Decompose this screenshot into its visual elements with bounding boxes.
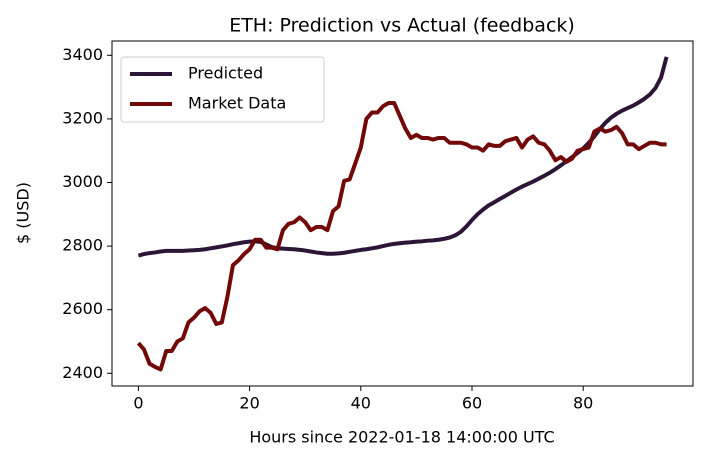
y-tick-label: 2400 [62, 363, 103, 382]
chart-title: ETH: Prediction vs Actual (feedback) [229, 15, 575, 37]
legend: Predicted Market Data [120, 56, 325, 123]
y-tick-label: 2800 [62, 236, 103, 255]
y-tick-label: 3000 [62, 172, 103, 191]
x-tick-label: 0 [133, 394, 143, 413]
x-tick-label: 40 [351, 394, 371, 413]
y-tick-label: 3400 [62, 45, 103, 64]
y-axis-label: $ (USD) [14, 182, 33, 244]
x-axis-label: Hours since 2022-01-18 14:00:00 UTC [249, 428, 554, 447]
data-line [136, 101, 667, 372]
plot-frame [111, 40, 694, 387]
legend-label: Market Data [188, 94, 286, 113]
x-tick-label: 60 [462, 394, 482, 413]
x-tick-label: 80 [573, 394, 593, 413]
x-tick-label: 20 [239, 394, 259, 413]
y-tick-label: 3200 [62, 108, 103, 127]
legend-label: Predicted [188, 64, 263, 83]
y-tick-label: 2600 [62, 299, 103, 318]
